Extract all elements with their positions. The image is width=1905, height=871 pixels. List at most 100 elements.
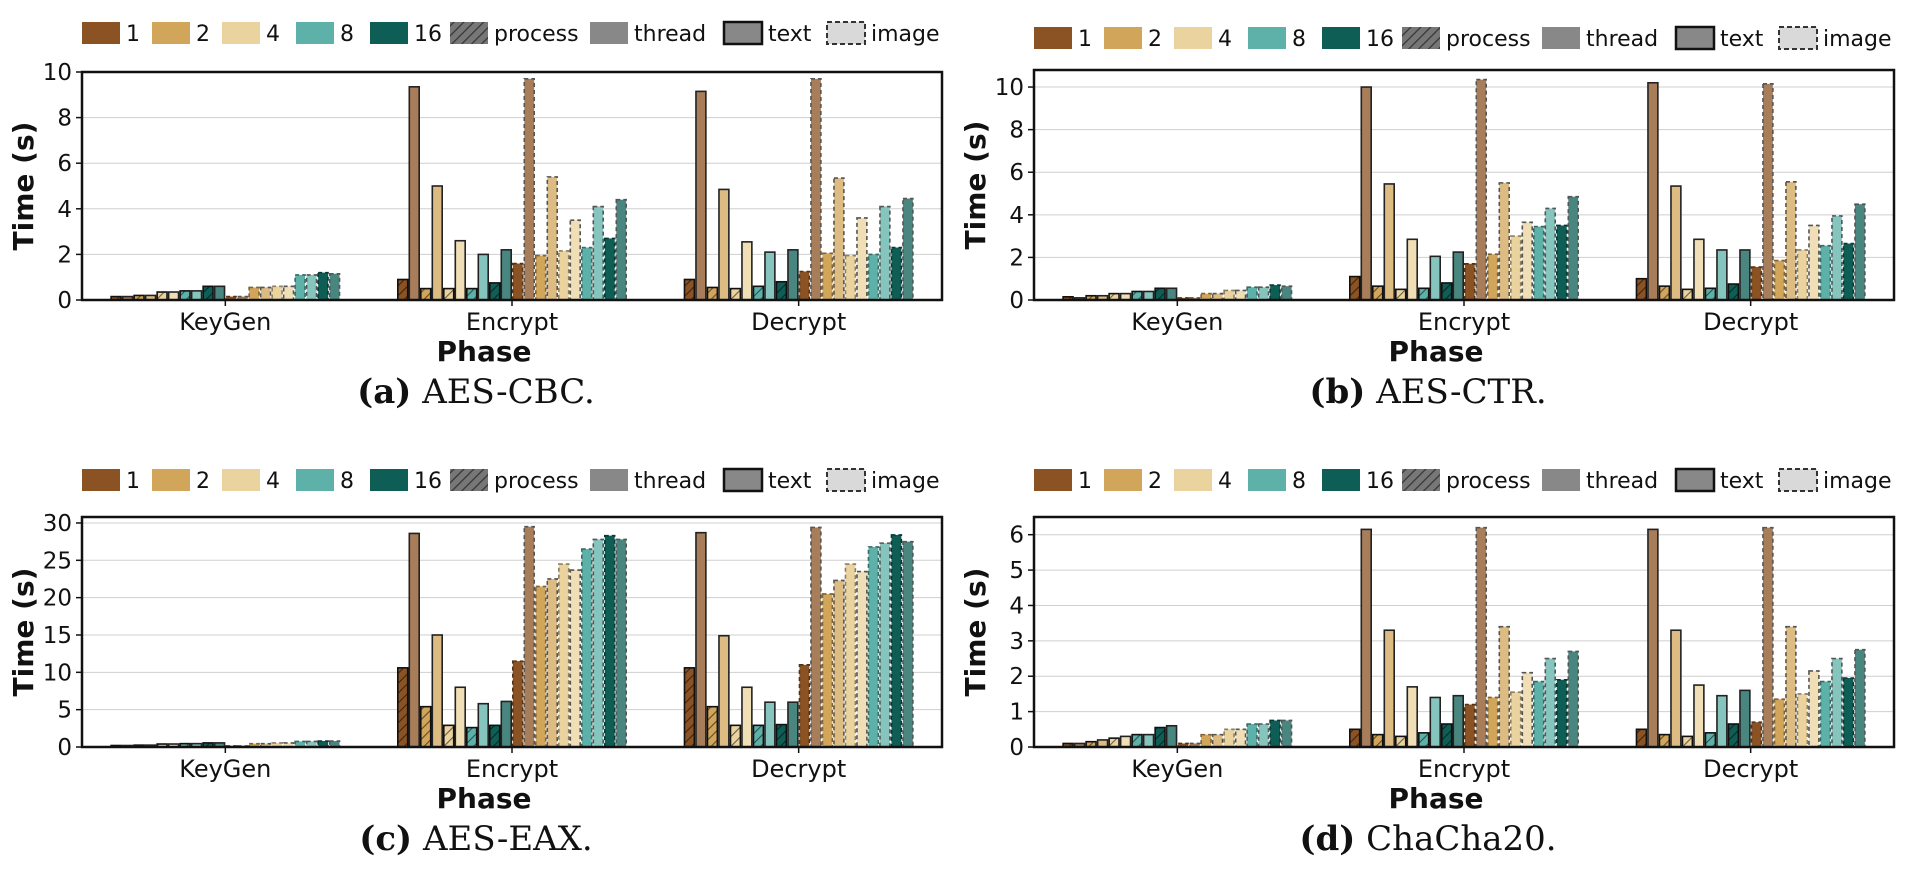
bar (1452, 694, 1464, 748)
y-tick-label: 2 (1009, 245, 1024, 271)
bar (1854, 203, 1866, 301)
bar (798, 664, 811, 748)
legend-label-1: 1 (126, 469, 140, 494)
bar (1257, 723, 1270, 748)
bar (821, 593, 834, 748)
bar (1819, 680, 1832, 748)
legend-label-process: process (494, 469, 579, 494)
bar (1371, 733, 1384, 748)
bar (1417, 287, 1430, 301)
bar (1750, 266, 1763, 301)
bar (282, 285, 295, 301)
bar (1647, 81, 1659, 301)
bar (1658, 733, 1671, 748)
y-tick-label: 4 (1009, 593, 1024, 619)
bar (615, 198, 627, 301)
legend: 1 2 4 8 16 process thread text image (82, 467, 940, 494)
bar (396, 278, 409, 301)
legend-label-image: image (1823, 27, 1892, 52)
legend-label-2: 2 (196, 469, 210, 494)
y-tick-label: 20 (43, 586, 72, 612)
bar (1280, 719, 1293, 748)
caption-a: (a) AES-CBC. (0, 372, 952, 412)
bar (1750, 721, 1763, 748)
y-axis-title: Time (s) (7, 568, 40, 697)
bar (741, 241, 753, 301)
y-tick-label: 5 (1009, 558, 1024, 584)
bar (603, 534, 616, 748)
bar (1509, 691, 1522, 748)
x-tick-label-decrypt: Decrypt (1703, 308, 1798, 336)
legend-swatch-text (1674, 467, 1716, 493)
bar (718, 634, 730, 748)
legend-swatch-8 (1248, 469, 1286, 491)
y-tick-label: 6 (57, 151, 72, 177)
x-tick-label-keygen: KeyGen (179, 308, 271, 336)
legend-swatch-process (450, 469, 488, 491)
bar (775, 280, 788, 301)
bar (248, 742, 260, 748)
bar (179, 290, 191, 301)
legend-label-process: process (494, 22, 579, 47)
legend-swatch-8 (296, 469, 334, 491)
legend-label-process: process (1446, 27, 1531, 52)
bar (1808, 670, 1820, 748)
bar (1532, 225, 1545, 301)
legend-swatch-16 (1322, 469, 1360, 491)
bar (1417, 732, 1430, 748)
legend-label-4: 4 (266, 22, 280, 47)
bar (1739, 689, 1751, 748)
legend-label-1: 1 (1078, 469, 1092, 494)
legend-label-thread: thread (1586, 469, 1658, 494)
bar (1257, 286, 1270, 301)
bar (1555, 678, 1568, 748)
legend-swatch-4 (222, 22, 260, 44)
y-tick-label: 15 (43, 623, 72, 649)
x-tick-label-encrypt: Encrypt (466, 755, 558, 783)
bar (741, 686, 753, 748)
bar (465, 287, 478, 301)
bar (1831, 215, 1843, 301)
bar (1246, 723, 1258, 748)
x-axis-title: Phase (1388, 335, 1483, 368)
bar (282, 742, 295, 748)
bar (1360, 86, 1372, 301)
legend-swatch-thread (590, 469, 628, 491)
bar (1681, 288, 1694, 301)
bar (1429, 255, 1441, 301)
legend-swatch-2 (152, 469, 190, 491)
bar (867, 253, 880, 301)
bar (1544, 207, 1556, 301)
chart-panel-d: 1 2 4 8 16 process thread text image 0 1 2 3 4 5 6 KeyGe… (952, 447, 1904, 859)
bar (271, 285, 283, 301)
bar (867, 546, 880, 748)
bar (1521, 671, 1533, 748)
bar (294, 274, 306, 301)
bar (1796, 249, 1809, 301)
bar (259, 286, 272, 301)
bar (1842, 242, 1855, 301)
y-tick-label: 10 (43, 60, 72, 86)
bar (523, 78, 535, 301)
legend-swatch-image (1778, 468, 1818, 492)
bar (890, 534, 903, 748)
bar (511, 262, 524, 301)
bar (1223, 289, 1235, 301)
chart-svg-chacha20: 1 2 4 8 16 process thread text image 0 1 2 3 4 5 6 KeyGe… (959, 467, 1896, 815)
bar (592, 205, 604, 301)
caption-tag: (c) (359, 819, 413, 859)
bar (317, 740, 329, 748)
bar (1211, 733, 1224, 748)
bar (1635, 277, 1648, 301)
legend-label-text: text (768, 22, 812, 47)
bar (271, 742, 283, 748)
bar (442, 724, 455, 748)
bar (1762, 526, 1774, 748)
bar (1842, 677, 1855, 748)
legend-label-16: 16 (414, 22, 442, 47)
bar (706, 705, 719, 748)
y-axis: 0 2 4 6 8 10 (995, 75, 1894, 314)
x-tick-label-keygen: KeyGen (179, 755, 271, 783)
bar (305, 274, 318, 301)
bar (488, 282, 501, 301)
